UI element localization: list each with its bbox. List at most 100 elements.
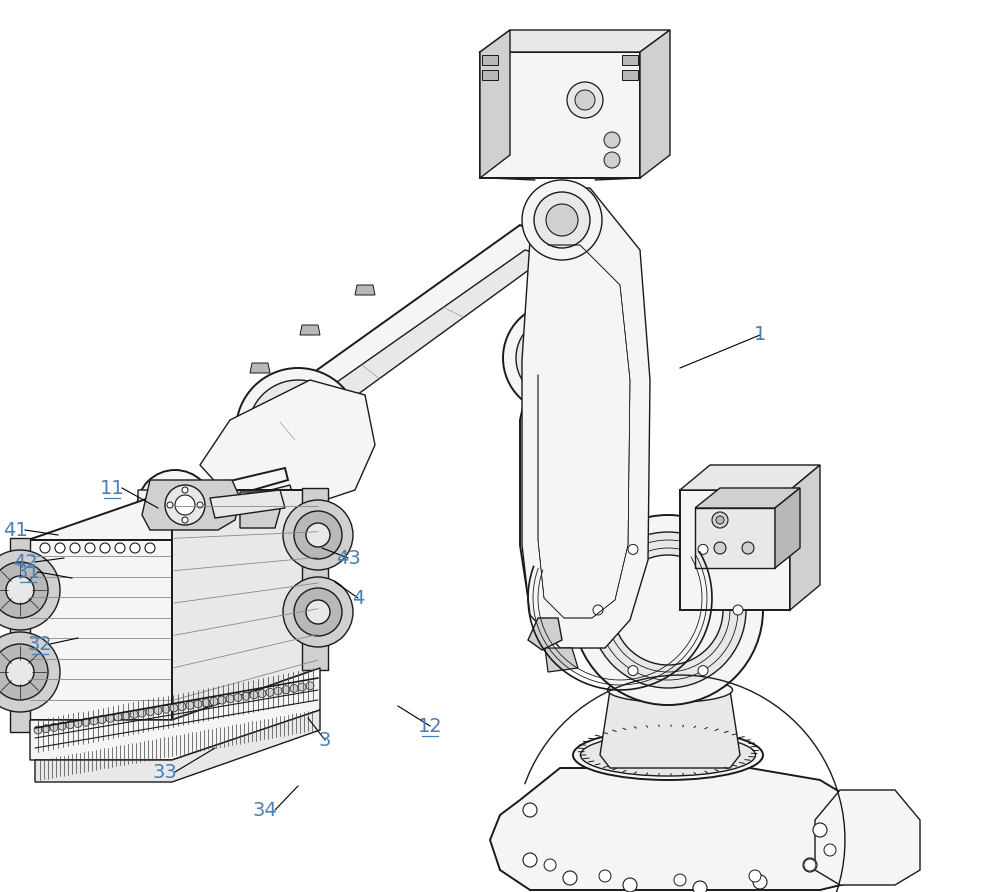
Bar	[622, 70, 638, 80]
Circle shape	[244, 442, 320, 518]
Circle shape	[192, 534, 200, 542]
Text: 11: 11	[100, 478, 124, 498]
Circle shape	[138, 709, 146, 717]
Circle shape	[258, 690, 266, 698]
Circle shape	[613, 555, 723, 665]
Circle shape	[698, 544, 708, 555]
Polygon shape	[143, 485, 292, 532]
Circle shape	[714, 542, 726, 554]
Circle shape	[298, 683, 306, 691]
Circle shape	[283, 577, 353, 647]
Polygon shape	[142, 530, 215, 548]
Polygon shape	[138, 490, 228, 548]
Circle shape	[522, 180, 602, 260]
Polygon shape	[575, 575, 625, 625]
Circle shape	[516, 316, 600, 400]
Circle shape	[165, 485, 205, 525]
Circle shape	[90, 717, 98, 725]
Circle shape	[813, 823, 827, 837]
Circle shape	[294, 588, 342, 636]
Circle shape	[182, 487, 188, 493]
Polygon shape	[480, 30, 670, 52]
Text: 43: 43	[336, 549, 360, 567]
Circle shape	[623, 878, 637, 892]
Circle shape	[242, 692, 250, 700]
Text: 3: 3	[319, 731, 331, 749]
Circle shape	[803, 858, 817, 872]
Text: 34: 34	[253, 800, 277, 820]
Circle shape	[575, 90, 595, 110]
Circle shape	[742, 542, 754, 554]
Circle shape	[100, 543, 110, 553]
Circle shape	[6, 658, 34, 686]
Circle shape	[154, 706, 162, 714]
Circle shape	[82, 718, 90, 726]
Circle shape	[753, 875, 767, 889]
Circle shape	[306, 681, 314, 690]
Polygon shape	[142, 480, 240, 530]
Circle shape	[256, 454, 308, 506]
Circle shape	[70, 543, 80, 553]
Ellipse shape	[573, 730, 763, 780]
Bar	[622, 55, 638, 65]
Circle shape	[274, 687, 282, 695]
Circle shape	[182, 517, 188, 523]
Circle shape	[122, 712, 130, 720]
Polygon shape	[35, 710, 320, 782]
Polygon shape	[355, 285, 375, 295]
Text: 32: 32	[28, 634, 52, 654]
Circle shape	[66, 721, 74, 729]
Polygon shape	[695, 488, 800, 508]
Circle shape	[156, 534, 164, 542]
Polygon shape	[28, 490, 320, 540]
Circle shape	[85, 543, 95, 553]
Circle shape	[306, 523, 330, 547]
Polygon shape	[680, 490, 790, 610]
Circle shape	[544, 859, 556, 871]
Text: 42: 42	[13, 552, 37, 572]
Polygon shape	[522, 188, 650, 648]
Polygon shape	[145, 468, 288, 522]
Circle shape	[283, 500, 353, 570]
Polygon shape	[210, 490, 285, 518]
Circle shape	[250, 691, 258, 699]
Circle shape	[34, 726, 42, 734]
Circle shape	[599, 870, 611, 882]
Polygon shape	[490, 768, 890, 890]
Polygon shape	[30, 668, 320, 760]
Circle shape	[210, 698, 218, 706]
Circle shape	[290, 684, 298, 692]
Ellipse shape	[580, 734, 756, 776]
Polygon shape	[535, 368, 610, 618]
Polygon shape	[240, 492, 280, 528]
Circle shape	[749, 870, 761, 882]
Text: 33: 33	[153, 763, 177, 781]
Circle shape	[175, 495, 195, 515]
Circle shape	[260, 392, 336, 468]
Circle shape	[178, 703, 186, 711]
Circle shape	[149, 482, 201, 534]
Circle shape	[567, 82, 603, 118]
Circle shape	[674, 874, 686, 886]
Circle shape	[161, 494, 189, 522]
Polygon shape	[10, 538, 30, 732]
Circle shape	[716, 516, 724, 524]
Ellipse shape	[608, 678, 732, 703]
Circle shape	[0, 562, 48, 618]
Circle shape	[40, 543, 50, 553]
Polygon shape	[270, 225, 550, 425]
Text: 4: 4	[352, 589, 364, 607]
Circle shape	[523, 803, 537, 817]
Circle shape	[268, 466, 296, 494]
Polygon shape	[775, 488, 800, 568]
Circle shape	[174, 528, 182, 536]
Circle shape	[278, 410, 318, 450]
Polygon shape	[520, 350, 640, 640]
Circle shape	[628, 544, 638, 555]
Polygon shape	[28, 540, 172, 720]
Circle shape	[0, 632, 60, 712]
Circle shape	[194, 700, 202, 708]
Circle shape	[55, 543, 65, 553]
Polygon shape	[790, 465, 820, 610]
Text: 1: 1	[754, 326, 766, 344]
